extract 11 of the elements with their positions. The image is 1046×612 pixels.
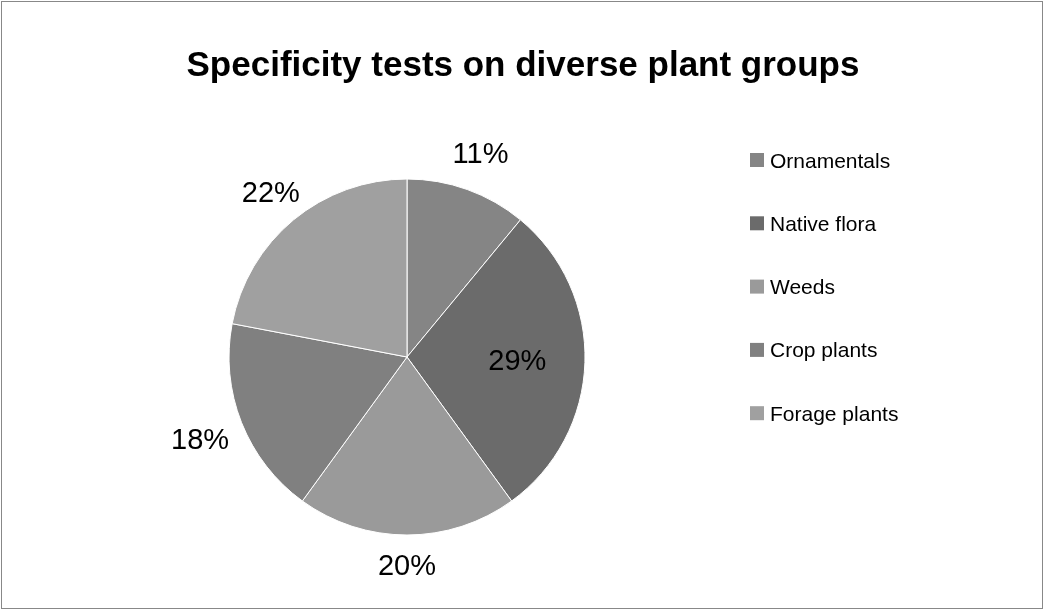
data-label: 29% xyxy=(488,344,547,377)
data-label: 22% xyxy=(241,176,300,209)
legend-label: Crop plants xyxy=(770,338,878,362)
data-label: 18% xyxy=(171,422,230,455)
data-label: 20% xyxy=(377,549,437,582)
data-label: 11% xyxy=(452,136,509,169)
legend-label: Forage plants xyxy=(770,401,899,425)
legend-label: Native flora xyxy=(770,211,877,235)
chart-title: Specificity tests on diverse plant groups xyxy=(186,44,860,83)
legend-label: Ornamentals xyxy=(770,148,891,172)
legend-label: Weeds xyxy=(770,275,835,299)
